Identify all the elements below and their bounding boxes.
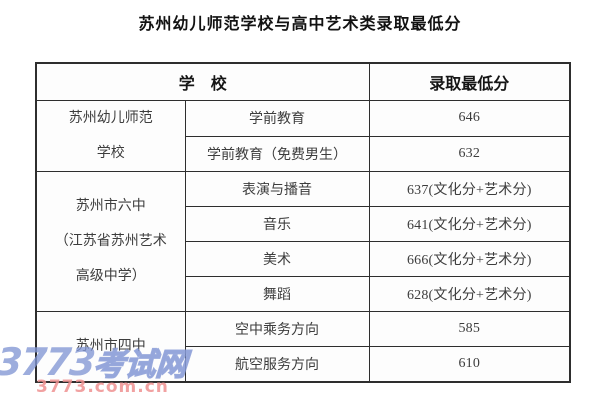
score-cell: 632 <box>368 135 571 172</box>
school-name-line: 苏州幼儿师范 <box>68 111 153 126</box>
school-name-line: （江苏省苏州艺术 <box>54 234 167 249</box>
header-school: 学 校 <box>35 62 370 101</box>
major-cell: 表演与播音 <box>184 171 370 207</box>
table-row: 美术 666(文化分+艺术分) <box>36 241 571 277</box>
admission-scores-table: 学 校 录取最低分 苏州幼儿师范 学校 学前教育 646 学前教育（免费男生） … <box>35 62 572 383</box>
table-row: 苏州市四中 空中乘务方向 585 <box>35 311 571 382</box>
score-cell: 641(文化分+艺术分) <box>368 206 571 242</box>
school-name-line: 苏州市六中 <box>75 199 146 214</box>
school-name-line: 苏州市四中 <box>75 338 146 354</box>
major-cell: 舞蹈 <box>184 276 370 312</box>
school-cell-liuzhong: 苏州市六中 （江苏省苏州艺术 高级中学） <box>35 171 186 312</box>
score-cell: 666(文化分+艺术分) <box>368 241 571 277</box>
school-cell-youshi: 苏州幼儿师范 学校 <box>35 100 186 172</box>
school-name-line: 学校 <box>96 146 125 161</box>
table-row: 苏州幼儿师范 学校 学前教育 646 <box>35 100 571 172</box>
table-row: 音乐 641(文化分+艺术分) <box>36 206 571 242</box>
major-cell: 音乐 <box>184 206 370 242</box>
table-row: 苏州市六中 （江苏省苏州艺术 高级中学） 表演与播音 637(文化分+艺术分) <box>35 171 571 312</box>
table-row: 航空服务方向 610 <box>36 346 571 382</box>
score-cell: 585 <box>368 311 571 347</box>
major-cell: 美术 <box>184 241 370 277</box>
major-cell: 空中乘务方向 <box>184 311 370 347</box>
score-cell: 610 <box>368 346 571 382</box>
score-cell: 637(文化分+艺术分) <box>368 171 571 207</box>
score-cell: 646 <box>368 100 571 137</box>
major-cell: 航空服务方向 <box>184 346 370 382</box>
table-row: 舞蹈 628(文化分+艺术分) <box>36 276 571 312</box>
table-header-row: 学 校 录取最低分 <box>35 62 571 101</box>
school-name-line: 高级中学） <box>75 269 146 284</box>
major-cell: 学前教育 <box>184 100 370 137</box>
score-cell: 628(文化分+艺术分) <box>368 276 571 312</box>
school-cell-sizhong: 苏州市四中 <box>35 311 186 382</box>
page-title: 苏州幼儿师范学校与高中艺术类录取最低分 <box>138 16 462 33</box>
table-row: 学前教育（免费男生） 632 <box>36 135 571 172</box>
header-min-score: 录取最低分 <box>368 62 571 101</box>
major-cell: 学前教育（免费男生） <box>184 135 370 172</box>
